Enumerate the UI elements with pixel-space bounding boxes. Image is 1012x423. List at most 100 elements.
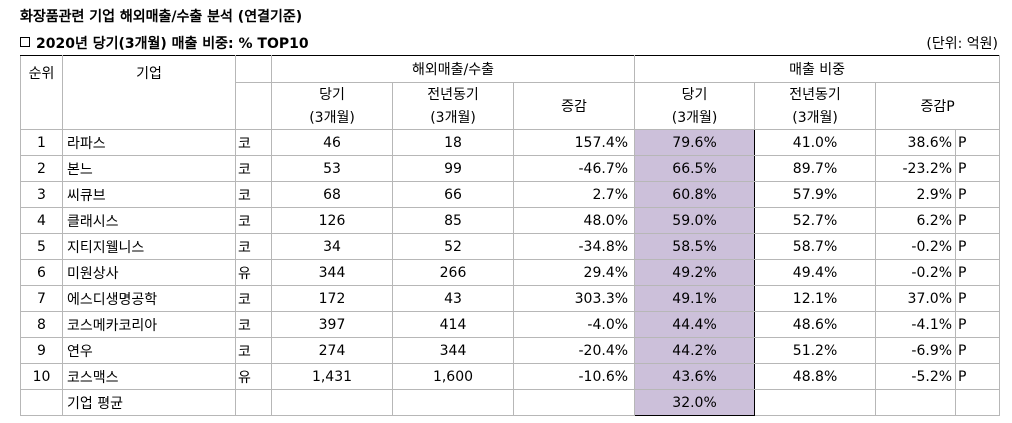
rank-cell: 7 bbox=[20, 285, 63, 312]
header-row-group: 순위 기업 해외매출/수출 매출 비중 bbox=[20, 55, 1001, 83]
header-change-p: 증감P bbox=[875, 82, 1001, 130]
average-row: 기업 평균 32.0% bbox=[20, 389, 1001, 416]
company-cell: 본느 bbox=[62, 155, 236, 182]
table-row: 6 미원상사 유 344 266 29.4% 49.2% 49.4% -0.2% P bbox=[20, 259, 1001, 286]
rank-cell: 8 bbox=[20, 311, 63, 338]
overseas-current-cell: 34 bbox=[271, 233, 393, 260]
rank-cell: 9 bbox=[20, 337, 63, 364]
table-row: 2 본느 코 53 99 -46.7% 66.5% 89.7% -23.2% P bbox=[20, 155, 1001, 182]
header-blank bbox=[235, 82, 272, 105]
square-bullet-icon bbox=[20, 37, 30, 47]
market-cell: 코 bbox=[235, 207, 272, 234]
table-row: 8 코스메카코리아 코 397 414 -4.0% 44.4% 48.6% -4.1% P bbox=[20, 311, 1001, 338]
ratio-current-cell: 44.2% bbox=[634, 337, 756, 364]
overseas-prev-cell: 66 bbox=[392, 181, 514, 208]
rank-cell: 6 bbox=[20, 259, 63, 286]
ratio-change-cell: 38.6% bbox=[875, 129, 957, 156]
header-prev-sub: (3개월) bbox=[392, 105, 514, 130]
header-ratio-prev-sub: (3개월) bbox=[754, 105, 877, 130]
company-cell: 코스맥스 bbox=[62, 363, 236, 390]
market-cell: 코 bbox=[235, 181, 272, 208]
company-cell: 씨큐브 bbox=[62, 181, 236, 208]
header-blank bbox=[235, 105, 272, 130]
overseas-change-cell: 303.3% bbox=[512, 285, 636, 312]
table-row: 7 에스디생명공학 코 172 43 303.3% 49.1% 12.1% 37.0% P bbox=[20, 285, 1001, 312]
overseas-change-cell: -4.0% bbox=[512, 311, 636, 338]
ratio-change-unit: P bbox=[955, 337, 1001, 364]
ratio-prev-cell: 51.2% bbox=[754, 337, 877, 364]
overseas-current-cell: 172 bbox=[271, 285, 393, 312]
ratio-change-unit: P bbox=[955, 285, 1001, 312]
ratio-change-cell: 6.2% bbox=[875, 207, 957, 234]
sales-ratio-table: 순위 기업 해외매출/수출 매출 비중 당기 전년동기 증감 당기 전년동기 증… bbox=[20, 55, 1001, 416]
company-cell: 라파스 bbox=[62, 129, 236, 156]
market-cell: 유 bbox=[235, 363, 272, 390]
overseas-current-cell: 397 bbox=[271, 311, 393, 338]
ratio-prev-cell: 89.7% bbox=[754, 155, 877, 182]
ratio-prev-cell: 12.1% bbox=[754, 285, 877, 312]
ratio-current-cell: 49.2% bbox=[634, 259, 756, 286]
overseas-prev-cell: 52 bbox=[392, 233, 514, 260]
header-current-sub: (3개월) bbox=[271, 105, 393, 130]
average-blank bbox=[512, 389, 636, 416]
table-row: 9 연우 코 274 344 -20.4% 44.2% 51.2% -6.9% P bbox=[20, 337, 1001, 364]
ratio-change-unit: P bbox=[955, 129, 1001, 156]
overseas-prev-cell: 85 bbox=[392, 207, 514, 234]
overseas-prev-cell: 43 bbox=[392, 285, 514, 312]
ratio-prev-cell: 49.4% bbox=[754, 259, 877, 286]
ratio-prev-cell: 57.9% bbox=[754, 181, 877, 208]
ratio-current-cell: 79.6% bbox=[634, 129, 756, 156]
ratio-change-unit: P bbox=[955, 155, 1001, 182]
overseas-prev-cell: 1,600 bbox=[392, 363, 514, 390]
report-title: 화장품관련 기업 해외매출/수출 분석 (연결기준) bbox=[20, 9, 303, 25]
ratio-change-unit: P bbox=[955, 311, 1001, 338]
ratio-change-unit: P bbox=[955, 233, 1001, 260]
company-cell: 클래시스 bbox=[62, 207, 236, 234]
header-ratio-current-sub: (3개월) bbox=[634, 105, 756, 130]
header-blank bbox=[62, 105, 236, 130]
overseas-current-cell: 126 bbox=[271, 207, 393, 234]
company-cell: 지티지웰니스 bbox=[62, 233, 236, 260]
subtitle-text: 2020년 당기(3개월) 매출 비중: % TOP10 bbox=[36, 36, 309, 52]
overseas-change-cell: -10.6% bbox=[512, 363, 636, 390]
overseas-current-cell: 1,431 bbox=[271, 363, 393, 390]
header-blank bbox=[20, 105, 63, 130]
overseas-current-cell: 46 bbox=[271, 129, 393, 156]
overseas-prev-cell: 99 bbox=[392, 155, 514, 182]
overseas-change-cell: 29.4% bbox=[512, 259, 636, 286]
average-label: 기업 평균 bbox=[62, 389, 236, 416]
header-ratio-group: 매출 비중 bbox=[634, 55, 1001, 83]
table-subtitle: 2020년 당기(3개월) 매출 비중: % TOP10 bbox=[20, 33, 309, 53]
market-cell: 코 bbox=[235, 129, 272, 156]
rank-cell: 10 bbox=[20, 363, 63, 390]
table-row: 3 씨큐브 코 68 66 2.7% 60.8% 57.9% 2.9% P bbox=[20, 181, 1001, 208]
rank-cell: 3 bbox=[20, 181, 63, 208]
average-blank bbox=[271, 389, 393, 416]
header-company: 기업 bbox=[62, 55, 236, 83]
rank-cell: 4 bbox=[20, 207, 63, 234]
company-cell: 에스디생명공학 bbox=[62, 285, 236, 312]
average-blank bbox=[392, 389, 514, 416]
market-cell: 코 bbox=[235, 155, 272, 182]
table-row: 5 지티지웰니스 코 34 52 -34.8% 58.5% 58.7% -0.2% P bbox=[20, 233, 1001, 260]
overseas-current-cell: 53 bbox=[271, 155, 393, 182]
average-blank bbox=[754, 389, 877, 416]
header-change: 증감 bbox=[512, 82, 636, 130]
table-row: 1 라파스 코 46 18 157.4% 79.6% 41.0% 38.6% P bbox=[20, 129, 1001, 156]
ratio-change-unit: P bbox=[955, 181, 1001, 208]
ratio-change-cell: -0.2% bbox=[875, 233, 957, 260]
ratio-change-cell: 2.9% bbox=[875, 181, 957, 208]
ratio-current-cell: 49.1% bbox=[634, 285, 756, 312]
table-row: 4 클래시스 코 126 85 48.0% 59.0% 52.7% 6.2% P bbox=[20, 207, 1001, 234]
ratio-change-cell: 37.0% bbox=[875, 285, 957, 312]
ratio-prev-cell: 52.7% bbox=[754, 207, 877, 234]
overseas-change-cell: 2.7% bbox=[512, 181, 636, 208]
average-blank bbox=[875, 389, 957, 416]
ratio-prev-cell: 48.8% bbox=[754, 363, 877, 390]
overseas-prev-cell: 344 bbox=[392, 337, 514, 364]
ratio-current-cell: 59.0% bbox=[634, 207, 756, 234]
ratio-change-cell: -6.9% bbox=[875, 337, 957, 364]
header-current: 당기 bbox=[271, 82, 393, 105]
average-ratio-cell: 32.0% bbox=[634, 389, 756, 416]
header-rank: 순위 bbox=[20, 55, 63, 83]
